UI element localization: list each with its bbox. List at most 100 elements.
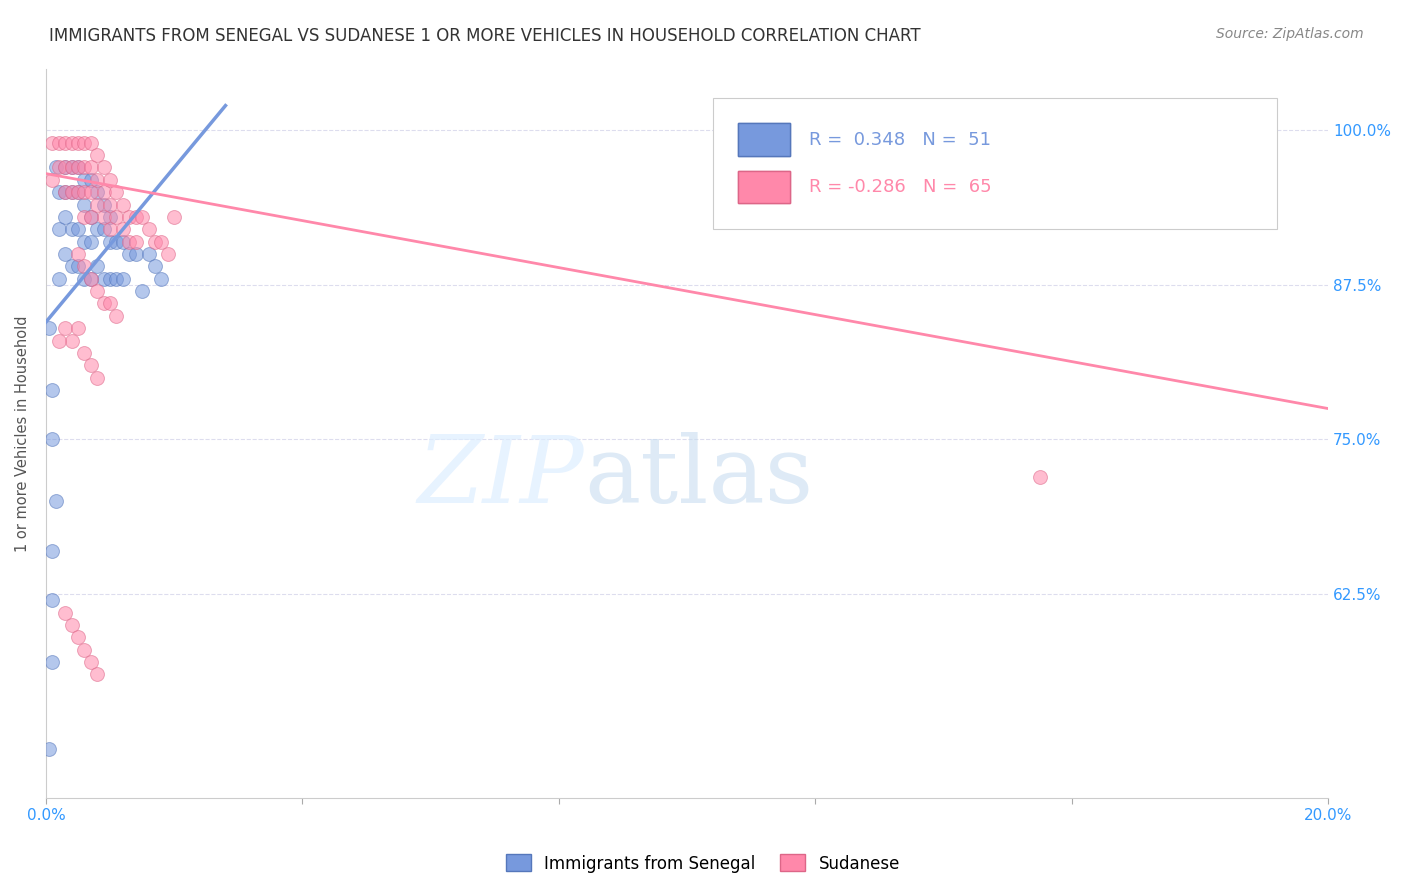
- Text: R =  0.348   N =  51: R = 0.348 N = 51: [808, 131, 991, 149]
- Point: [41, 136, 63, 150]
- Point: [93, 271, 115, 285]
- Point: [66, 185, 89, 199]
- Text: Source: ZipAtlas.com: Source: ZipAtlas.com: [1216, 27, 1364, 41]
- Point: [73, 161, 96, 175]
- Point: [111, 271, 134, 285]
- Point: [53, 185, 76, 199]
- Point: [80, 359, 103, 373]
- Point: [150, 271, 173, 285]
- Point: [53, 161, 76, 175]
- Point: [86, 185, 108, 199]
- Point: [60, 185, 83, 199]
- Point: [60, 618, 83, 632]
- Point: [98, 296, 121, 310]
- Point: [93, 210, 115, 224]
- Point: [41, 433, 63, 447]
- Point: [66, 260, 89, 274]
- Point: [143, 235, 166, 249]
- Point: [111, 222, 134, 236]
- Point: [41, 593, 63, 607]
- Point: [111, 197, 134, 211]
- Point: [60, 161, 83, 175]
- Point: [80, 136, 103, 150]
- Point: [125, 247, 148, 261]
- Y-axis label: 1 or more Vehicles in Household: 1 or more Vehicles in Household: [15, 315, 30, 551]
- Text: IMMIGRANTS FROM SENEGAL VS SUDANESE 1 OR MORE VEHICLES IN HOUSEHOLD CORRELATION : IMMIGRANTS FROM SENEGAL VS SUDANESE 1 OR…: [49, 27, 921, 45]
- Point: [45, 161, 67, 175]
- Point: [80, 271, 103, 285]
- Point: [60, 185, 83, 199]
- Point: [66, 185, 89, 199]
- Point: [66, 321, 89, 335]
- Point: [138, 222, 160, 236]
- Point: [98, 235, 121, 249]
- Point: [80, 210, 103, 224]
- Point: [73, 260, 96, 274]
- Point: [66, 136, 89, 150]
- Point: [93, 161, 115, 175]
- FancyBboxPatch shape: [738, 170, 790, 203]
- Point: [53, 210, 76, 224]
- Point: [73, 346, 96, 360]
- Point: [86, 197, 108, 211]
- Point: [60, 260, 83, 274]
- Point: [118, 235, 141, 249]
- Point: [48, 136, 70, 150]
- Point: [93, 197, 115, 211]
- Point: [86, 148, 108, 162]
- Point: [1028, 469, 1050, 483]
- Point: [66, 161, 89, 175]
- Point: [105, 271, 128, 285]
- Text: atlas: atlas: [585, 432, 814, 522]
- Point: [73, 271, 96, 285]
- Point: [66, 222, 89, 236]
- FancyBboxPatch shape: [738, 170, 790, 203]
- Point: [66, 247, 89, 261]
- Point: [86, 260, 108, 274]
- Point: [138, 247, 160, 261]
- Point: [73, 185, 96, 199]
- Point: [80, 235, 103, 249]
- Point: [73, 173, 96, 187]
- Point: [48, 222, 70, 236]
- Point: [98, 197, 121, 211]
- Point: [118, 247, 141, 261]
- Point: [66, 161, 89, 175]
- Point: [86, 667, 108, 681]
- Point: [60, 222, 83, 236]
- Point: [66, 630, 89, 644]
- FancyBboxPatch shape: [713, 98, 1277, 229]
- Point: [38, 321, 60, 335]
- Point: [105, 309, 128, 323]
- Point: [53, 247, 76, 261]
- Point: [80, 161, 103, 175]
- FancyBboxPatch shape: [738, 123, 790, 156]
- Point: [131, 284, 153, 298]
- Point: [125, 235, 148, 249]
- Point: [73, 642, 96, 657]
- Point: [80, 185, 103, 199]
- Point: [98, 271, 121, 285]
- Point: [48, 161, 70, 175]
- Point: [53, 321, 76, 335]
- Point: [111, 235, 134, 249]
- Legend: Immigrants from Senegal, Sudanese: Immigrants from Senegal, Sudanese: [499, 847, 907, 880]
- Point: [73, 235, 96, 249]
- Point: [98, 173, 121, 187]
- Point: [93, 222, 115, 236]
- Point: [86, 284, 108, 298]
- Point: [105, 185, 128, 199]
- Point: [73, 210, 96, 224]
- Point: [93, 185, 115, 199]
- Point: [53, 606, 76, 620]
- Point: [93, 296, 115, 310]
- Point: [143, 260, 166, 274]
- Point: [80, 655, 103, 669]
- Point: [53, 185, 76, 199]
- Point: [86, 370, 108, 384]
- FancyBboxPatch shape: [738, 123, 790, 156]
- Point: [80, 271, 103, 285]
- Point: [156, 247, 179, 261]
- Point: [73, 197, 96, 211]
- Point: [60, 136, 83, 150]
